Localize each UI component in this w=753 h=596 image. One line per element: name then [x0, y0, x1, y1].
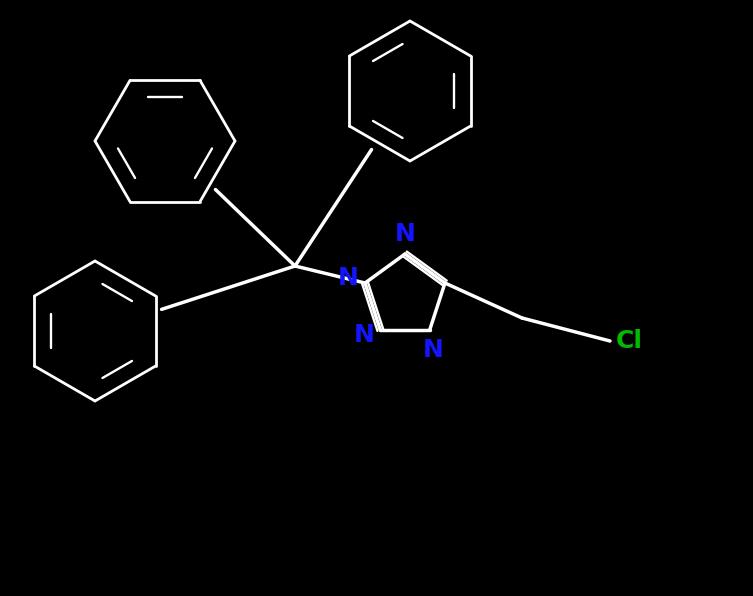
Text: N: N	[395, 222, 416, 246]
Text: N: N	[353, 323, 374, 347]
Text: N: N	[423, 338, 444, 362]
Text: N: N	[338, 266, 359, 290]
Text: Cl: Cl	[616, 329, 643, 353]
